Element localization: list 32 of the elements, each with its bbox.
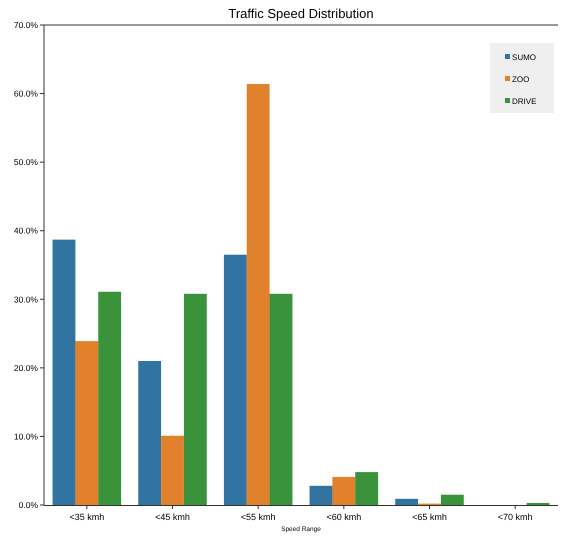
bar bbox=[138, 361, 162, 505]
y-tick-label: 50.0% bbox=[14, 157, 38, 168]
bar bbox=[224, 254, 247, 505]
bar bbox=[75, 341, 98, 505]
legend-label: ZOO bbox=[512, 74, 530, 84]
bar bbox=[355, 472, 378, 505]
y-tick-label: 70.0% bbox=[14, 20, 38, 30]
bar bbox=[270, 294, 292, 505]
y-tick-label: 20.0% bbox=[14, 362, 38, 373]
legend-label: DRIVE bbox=[512, 96, 536, 106]
bar bbox=[52, 240, 76, 505]
y-tick-label: 10.0% bbox=[14, 431, 38, 442]
x-tick-label: <55 kmh bbox=[240, 512, 276, 522]
x-tick-label: <45 kmh bbox=[155, 512, 190, 522]
bar bbox=[161, 436, 184, 505]
x-tick-label: <35 kmh bbox=[69, 512, 104, 522]
x-tick-label: <60 kmh bbox=[326, 512, 362, 522]
y-tick-label: 60.0% bbox=[14, 88, 38, 99]
bar bbox=[246, 84, 270, 505]
bar bbox=[310, 486, 332, 505]
x-tick-label: <70 kmh bbox=[498, 512, 533, 522]
y-tick-label: 30.0% bbox=[14, 294, 38, 304]
bar bbox=[184, 294, 207, 505]
y-tick-label: 0.0% bbox=[18, 500, 38, 510]
bar bbox=[395, 498, 418, 505]
x-tick-label: <65 kmh bbox=[412, 512, 447, 522]
bar bbox=[332, 476, 356, 505]
bar bbox=[440, 494, 464, 505]
legend-label: SUMO bbox=[512, 52, 536, 62]
y-tick-label: 40.0% bbox=[14, 226, 38, 236]
chart-title: Traffic Speed Distribution bbox=[228, 6, 374, 21]
bar bbox=[98, 292, 122, 505]
